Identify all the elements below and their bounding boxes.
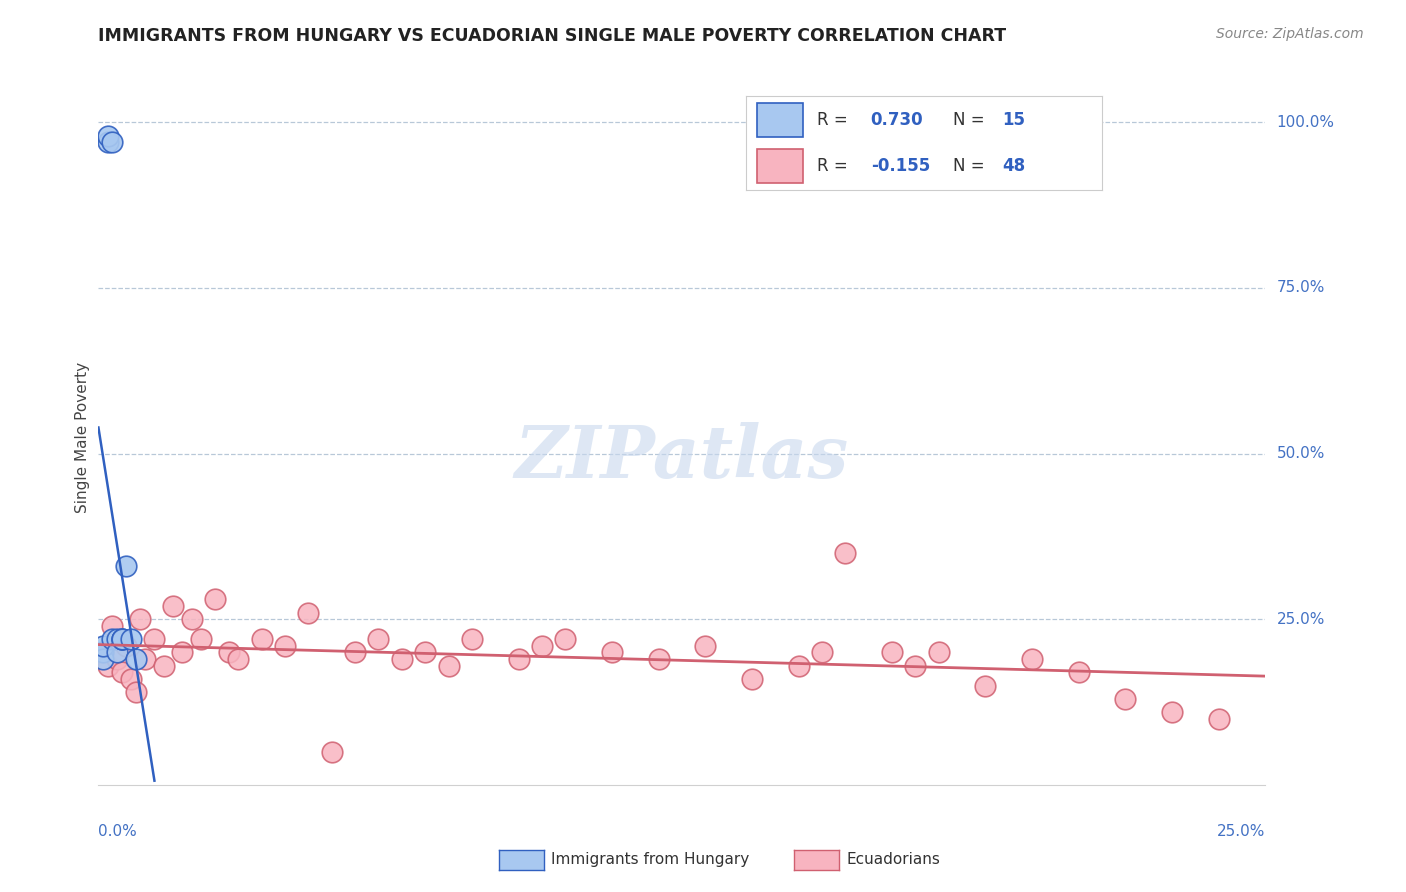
Point <box>437 658 460 673</box>
Point <box>274 639 297 653</box>
Point <box>1161 705 1184 719</box>
Point <box>105 645 128 659</box>
Point <box>204 592 226 607</box>
Point <box>105 652 128 666</box>
Point <box>115 639 138 653</box>
Point <box>461 632 484 647</box>
Point <box>508 652 530 666</box>
Text: 75.0%: 75.0% <box>1277 280 1324 295</box>
Point <box>111 632 134 647</box>
Point <box>413 645 436 659</box>
Text: 100.0%: 100.0% <box>1277 115 1334 130</box>
Text: Immigrants from Hungary: Immigrants from Hungary <box>551 853 749 867</box>
Point <box>101 632 124 647</box>
Point <box>91 652 114 666</box>
Point <box>218 645 240 659</box>
Point <box>600 645 623 659</box>
Text: 25.0%: 25.0% <box>1277 612 1324 627</box>
Point <box>152 658 174 673</box>
Point <box>172 645 194 659</box>
Point <box>91 645 114 659</box>
Point <box>695 639 717 653</box>
Point <box>344 645 367 659</box>
Point <box>115 559 138 574</box>
Point <box>101 135 124 149</box>
Point <box>97 128 120 143</box>
Point <box>741 672 763 686</box>
Text: ZIPatlas: ZIPatlas <box>515 423 849 493</box>
Point <box>554 632 576 647</box>
Point <box>834 546 856 560</box>
Point <box>134 652 156 666</box>
Text: 50.0%: 50.0% <box>1277 446 1324 461</box>
Point <box>180 612 202 626</box>
Point <box>228 652 250 666</box>
Point <box>91 645 114 659</box>
Point <box>91 639 114 653</box>
Point <box>111 665 134 680</box>
Text: IMMIGRANTS FROM HUNGARY VS ECUADORIAN SINGLE MALE POVERTY CORRELATION CHART: IMMIGRANTS FROM HUNGARY VS ECUADORIAN SI… <box>98 27 1007 45</box>
Text: Ecuadorians: Ecuadorians <box>846 853 941 867</box>
Point <box>120 672 142 686</box>
Point <box>190 632 212 647</box>
Point <box>367 632 389 647</box>
Point <box>105 632 128 647</box>
Point <box>250 632 273 647</box>
Point <box>1208 712 1230 726</box>
Point <box>97 658 120 673</box>
Point <box>120 632 142 647</box>
Point <box>530 639 553 653</box>
Point <box>880 645 903 659</box>
Point <box>647 652 669 666</box>
Point <box>162 599 184 613</box>
Point <box>297 606 319 620</box>
Point <box>1021 652 1043 666</box>
Text: 25.0%: 25.0% <box>1218 824 1265 838</box>
Point <box>97 135 120 149</box>
Point <box>321 745 343 759</box>
Text: Source: ZipAtlas.com: Source: ZipAtlas.com <box>1216 27 1364 41</box>
Point <box>111 632 134 647</box>
Y-axis label: Single Male Poverty: Single Male Poverty <box>75 361 90 513</box>
Point <box>129 612 152 626</box>
Point <box>143 632 166 647</box>
Point <box>974 679 997 693</box>
Point <box>391 652 413 666</box>
Point <box>125 685 148 699</box>
Text: 0.0%: 0.0% <box>98 824 138 838</box>
Point <box>101 619 124 633</box>
Point <box>1114 691 1136 706</box>
Point <box>811 645 834 659</box>
Point <box>125 652 148 666</box>
Point <box>1067 665 1090 680</box>
Point <box>928 645 950 659</box>
Point <box>111 632 134 647</box>
Point <box>904 658 927 673</box>
Point <box>787 658 810 673</box>
